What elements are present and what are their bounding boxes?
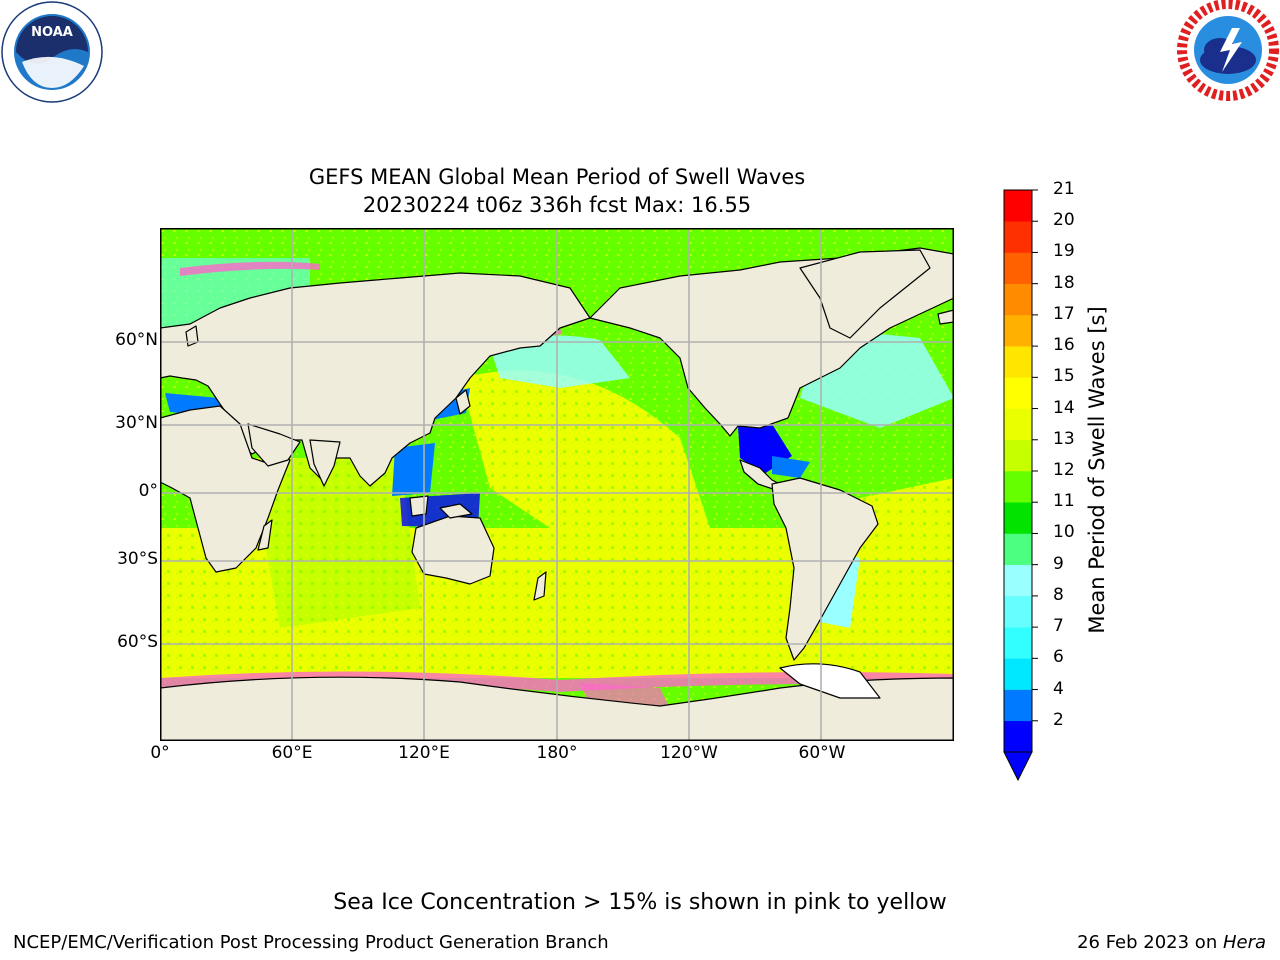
colorbar-under-arrow <box>1003 751 1033 782</box>
colorbar-tick-label: 20 <box>1053 210 1075 231</box>
colorbar-tick-label: 2 <box>1053 709 1064 730</box>
colorbar-segment <box>1004 252 1032 284</box>
colorbar-tick-label: 15 <box>1053 366 1075 387</box>
date-line: 26 Feb 2023 on Hera <box>1077 932 1266 953</box>
svg-text:NOAA: NOAA <box>31 25 73 40</box>
colorbar-tick-label: 7 <box>1053 616 1064 637</box>
machine-name: Hera <box>1222 932 1266 953</box>
lat-label-60n: 60°N <box>115 330 158 350</box>
colorbar-segment <box>1004 190 1032 222</box>
sea-ice-note: Sea Ice Concentration > 15% is shown in … <box>333 890 947 915</box>
graticule <box>160 228 954 741</box>
colorbar-segment <box>1004 439 1032 472</box>
lon-label-120e: 120°E <box>398 743 450 763</box>
credit-line: NCEP/EMC/Verification Post Processing Pr… <box>13 932 609 953</box>
colorbar-segment <box>1004 377 1032 409</box>
colorbar-segment <box>1004 502 1032 534</box>
chart-subtitle: 20230224 t06z 336h fcst Max: 16.55 <box>362 193 752 217</box>
colorbar-segment <box>1004 627 1032 659</box>
colorbar-segment <box>1004 564 1032 597</box>
colorbar-segment <box>1004 283 1032 316</box>
colorbar-segment <box>1004 658 1032 690</box>
colorbar-segment <box>1004 689 1032 722</box>
colorbar-tick-label: 19 <box>1053 241 1075 262</box>
lat-label-30s: 30°S <box>117 549 158 569</box>
colorbar-tick-label: 10 <box>1053 522 1075 543</box>
colorbar-tick-label: 21 <box>1053 179 1075 199</box>
colorbar-segment <box>1004 314 1032 347</box>
date-text: 26 Feb 2023 on <box>1077 932 1223 953</box>
colorbar-tick-label: 16 <box>1053 335 1075 356</box>
arctic-ice-edge <box>180 261 320 276</box>
swell-period-map <box>160 228 954 741</box>
lat-label-30n: 30°N <box>115 413 158 433</box>
colorbar-tick-label: 8 <box>1053 584 1064 605</box>
colorbar-label: Mean Period of Swell Waves [s] <box>1085 306 1109 634</box>
colorbar-segment <box>1004 221 1032 253</box>
arctic-atlantic-cyan <box>160 258 310 338</box>
colorbar-tick-label: 4 <box>1053 678 1064 699</box>
lon-label-0: 0° <box>150 743 170 763</box>
lat-label-0: 0° <box>138 481 158 501</box>
lon-label-180: 180° <box>536 743 578 763</box>
lon-label-60e: 60°E <box>271 743 313 763</box>
colorbar-tick-label: 14 <box>1053 397 1075 418</box>
colorbar <box>1003 189 1038 782</box>
colorbar-segment <box>1004 471 1032 503</box>
colorbar-tick-label: 13 <box>1053 428 1075 449</box>
lat-label-60s: 60°S <box>117 632 158 652</box>
noaa-logo: NOAA <box>1 1 103 103</box>
colorbar-segment <box>1004 720 1032 753</box>
colorbar-segment <box>1004 408 1032 441</box>
colorbar-tick-label: 17 <box>1053 303 1075 324</box>
chart-title: GEFS MEAN Global Mean Period of Swell Wa… <box>308 165 806 189</box>
colorbar-segment <box>1004 595 1032 628</box>
caribbean-blue <box>772 456 810 478</box>
colorbar-tick-label: 18 <box>1053 272 1075 293</box>
colorbar-tick-label: 12 <box>1053 460 1075 480</box>
lon-label-120w: 120°W <box>660 743 718 763</box>
colorbar-segment <box>1004 346 1032 378</box>
colorbar-tick-label: 11 <box>1053 491 1075 512</box>
colorbar-tick-label: 6 <box>1053 647 1064 668</box>
lon-label-60w: 60°W <box>798 743 846 763</box>
colorbar-segment <box>1004 533 1032 565</box>
nws-logo <box>1177 0 1279 101</box>
north-pacific-cyan <box>490 335 630 388</box>
colorbar-tick-label: 9 <box>1053 553 1064 574</box>
